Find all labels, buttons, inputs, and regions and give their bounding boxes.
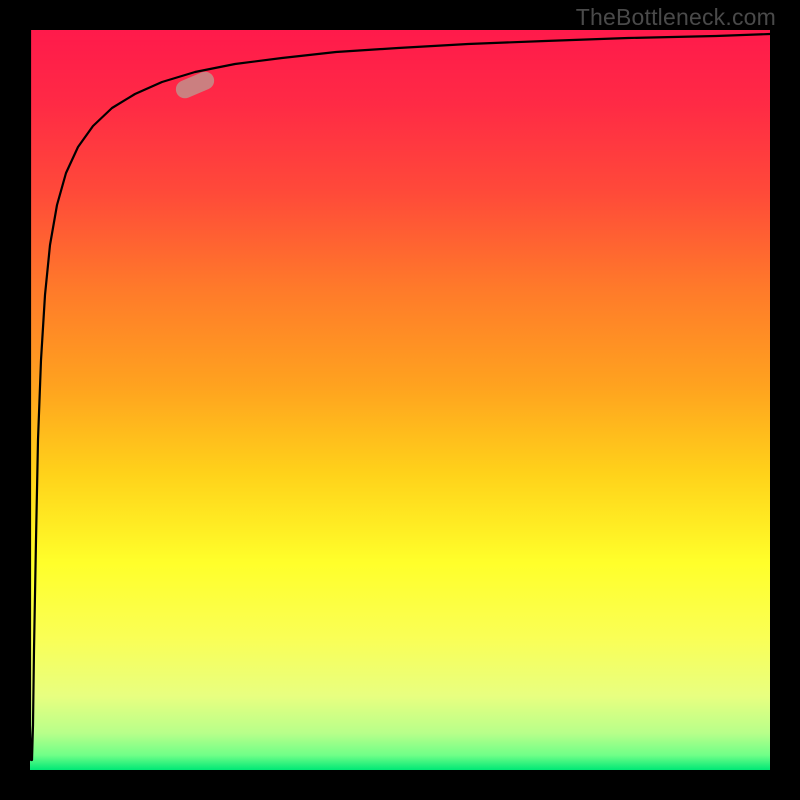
curve-layer <box>0 0 800 800</box>
bottleneck-curve <box>30 30 770 760</box>
chart-stage: TheBottleneck.com <box>0 0 800 800</box>
watermark-text: TheBottleneck.com <box>576 4 776 31</box>
curve-marker <box>173 69 217 101</box>
curve-marker-group <box>173 69 217 101</box>
